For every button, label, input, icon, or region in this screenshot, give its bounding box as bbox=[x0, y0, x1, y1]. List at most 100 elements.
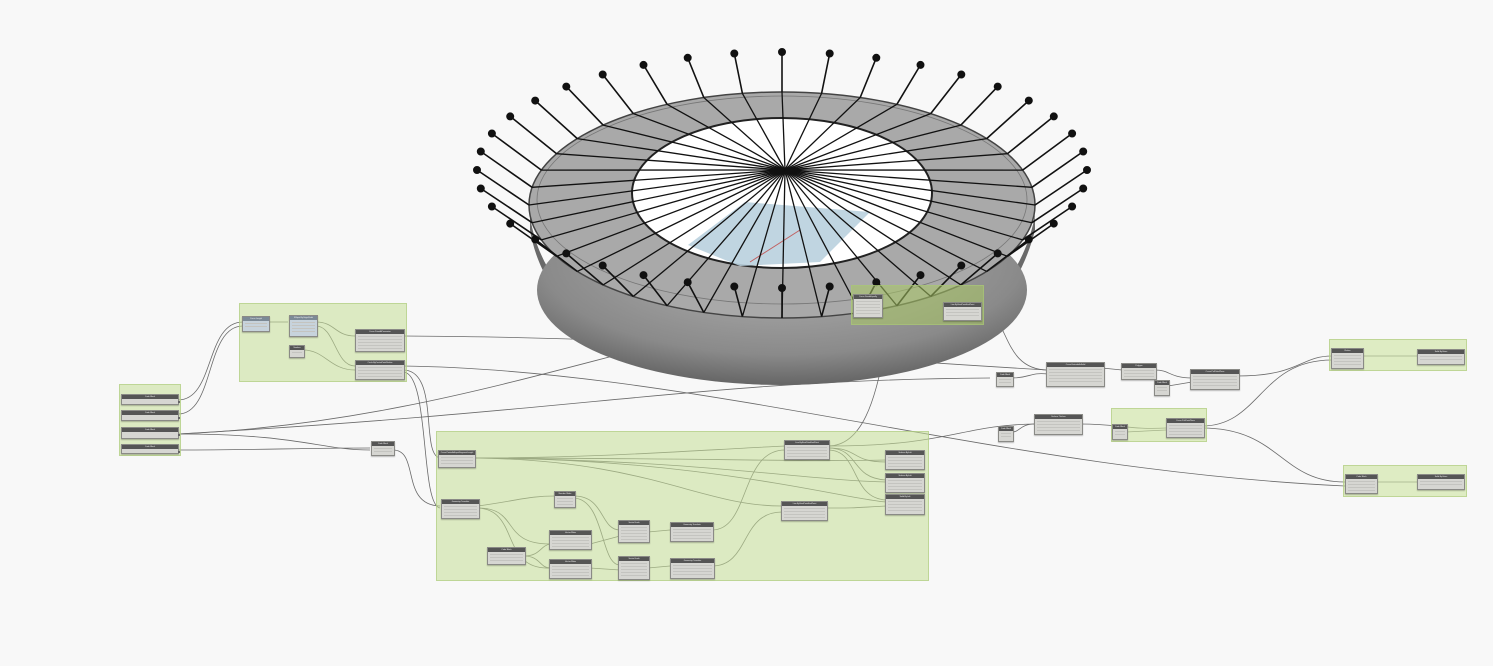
roof-mast bbox=[602, 74, 634, 115]
wire bbox=[177, 321, 244, 401]
mast-head bbox=[562, 82, 571, 91]
roof-cable bbox=[741, 169, 786, 317]
roof-cable bbox=[602, 169, 786, 286]
vector-zaxis-node[interactable]: Vector.ZAxis bbox=[549, 559, 592, 579]
curve-length-node[interactable]: Curve.Length bbox=[242, 316, 270, 332]
roof-mast bbox=[986, 100, 1030, 140]
roof-mast bbox=[733, 53, 744, 94]
line-node[interactable]: Line.ByStartPointEndPoint bbox=[784, 440, 830, 460]
roof-cable bbox=[784, 169, 1023, 241]
roof-cable bbox=[784, 169, 932, 297]
mast-head bbox=[957, 261, 966, 270]
mast-head bbox=[683, 53, 692, 62]
union-node[interactable]: Solid.ByUnion bbox=[1417, 349, 1465, 365]
pull-onto-plane-node[interactable]: Curve.PullOntoPlane bbox=[1166, 418, 1205, 438]
wire bbox=[1101, 367, 1123, 371]
roof-cable bbox=[784, 169, 962, 286]
roof-cable bbox=[666, 169, 786, 307]
roof-mast bbox=[686, 281, 705, 313]
roof-mast bbox=[509, 222, 558, 257]
point-at-parameter-node[interactable]: Curve.PointAtParameter bbox=[355, 329, 405, 352]
wire bbox=[402, 335, 1049, 371]
mast-head bbox=[598, 261, 607, 270]
translate-node[interactable]: Geometry.Translate bbox=[670, 558, 715, 579]
loft-node[interactable]: Solid.ByLoft bbox=[885, 494, 925, 515]
roof-mast bbox=[565, 86, 604, 126]
wire bbox=[402, 371, 441, 509]
roof-mast bbox=[1034, 169, 1088, 206]
roof-cable bbox=[784, 169, 1033, 224]
flatten-node[interactable]: Flatten bbox=[1331, 348, 1364, 369]
wire bbox=[177, 377, 991, 435]
mast-head bbox=[872, 53, 881, 62]
code-block-node[interactable]: Code Block bbox=[1112, 424, 1128, 440]
wire bbox=[1167, 381, 1193, 387]
mast-head bbox=[639, 271, 648, 280]
extrude-node[interactable]: Curve.ExtrudeAsSolid bbox=[1046, 362, 1105, 387]
code-block-node[interactable]: Code Block bbox=[121, 444, 180, 454]
roof-mast bbox=[565, 252, 604, 286]
wire bbox=[1154, 369, 1193, 379]
mast-head bbox=[1049, 219, 1058, 228]
roof-mast bbox=[642, 64, 668, 105]
roof-mast bbox=[1006, 115, 1055, 155]
roof-mast bbox=[686, 57, 705, 98]
translate-node[interactable]: Geometry.Translate bbox=[441, 499, 480, 519]
mast-head bbox=[916, 60, 925, 69]
roof-cable bbox=[703, 169, 786, 313]
mast-head bbox=[777, 283, 786, 292]
number-node[interactable]: Number bbox=[289, 345, 305, 358]
loft-node[interactable]: Surface.ByLoft bbox=[885, 450, 925, 470]
wire bbox=[979, 309, 1049, 371]
loft-node[interactable]: Surface.ByLoft bbox=[885, 473, 925, 493]
roof-mast bbox=[859, 57, 878, 98]
roof-mast bbox=[491, 132, 542, 171]
vector-scale-node[interactable]: Vector.Scale bbox=[618, 556, 650, 580]
code-block-node[interactable]: Code Block bbox=[1154, 380, 1170, 396]
roof-mast bbox=[960, 86, 999, 126]
circle-node[interactable]: Circle.ByCenterPointRadius bbox=[355, 360, 405, 380]
divide-equally-node[interactable]: Curve.DivideEqually bbox=[853, 294, 883, 318]
pull-onto-plane-node[interactable]: Curve.PullOntoPlane bbox=[1190, 369, 1240, 390]
thicken-node[interactable]: Surface.Thicken bbox=[1034, 414, 1083, 435]
stadium-opening bbox=[631, 117, 933, 269]
union-node[interactable]: Solid.ByUnion bbox=[1417, 474, 1465, 490]
wire bbox=[827, 319, 896, 447]
number-slider-node[interactable]: Number Slider bbox=[554, 491, 576, 508]
wire bbox=[177, 447, 371, 451]
code-block-node[interactable]: Code Block bbox=[121, 427, 180, 439]
translate-node[interactable]: Geometry.Translate bbox=[670, 522, 714, 542]
code-block-node[interactable]: Code Block bbox=[1345, 474, 1378, 494]
wire bbox=[1201, 427, 1346, 483]
mast-head bbox=[531, 235, 540, 244]
vector-scale-node[interactable]: Vector.Scale bbox=[618, 520, 650, 543]
roof-cable bbox=[528, 169, 786, 206]
points-at-segment-node[interactable]: Curve.PointsAtEqualSegmentLength bbox=[438, 450, 476, 468]
code-block-node[interactable]: Code Block bbox=[487, 547, 526, 565]
roof-mast bbox=[491, 205, 542, 241]
line-node[interactable]: Line.ByStartPointEndPoint bbox=[781, 501, 828, 521]
ellipse-node[interactable]: Ellipse.ByOriginRadii bbox=[289, 315, 318, 337]
line-node[interactable]: Line.ByStartPointEndPoint bbox=[943, 302, 982, 321]
code-block-node[interactable]: Code Block bbox=[121, 410, 180, 421]
code-block-node[interactable]: Code Block bbox=[998, 426, 1014, 442]
mast-head bbox=[683, 278, 692, 287]
code-block-node[interactable]: Code Block bbox=[996, 372, 1014, 387]
roof-mast bbox=[733, 286, 744, 317]
mast-head bbox=[993, 82, 1002, 91]
mast-head bbox=[993, 249, 1002, 258]
polygon-node[interactable]: Polygon bbox=[1121, 363, 1157, 380]
mast-head bbox=[916, 271, 925, 280]
roof-cable bbox=[781, 91, 786, 171]
mast-head bbox=[562, 249, 571, 258]
roof-mast bbox=[1022, 132, 1073, 171]
roof-cable bbox=[556, 153, 786, 171]
code-block-node[interactable]: Code Block bbox=[121, 394, 180, 405]
roof-cable bbox=[784, 169, 1032, 188]
code-block-node[interactable]: Code Block bbox=[371, 441, 395, 456]
roof-cable bbox=[784, 169, 987, 272]
roof-mast bbox=[476, 169, 530, 206]
vector-zaxis-node[interactable]: Vector.ZAxis bbox=[549, 530, 592, 550]
roof-cable bbox=[632, 169, 786, 297]
